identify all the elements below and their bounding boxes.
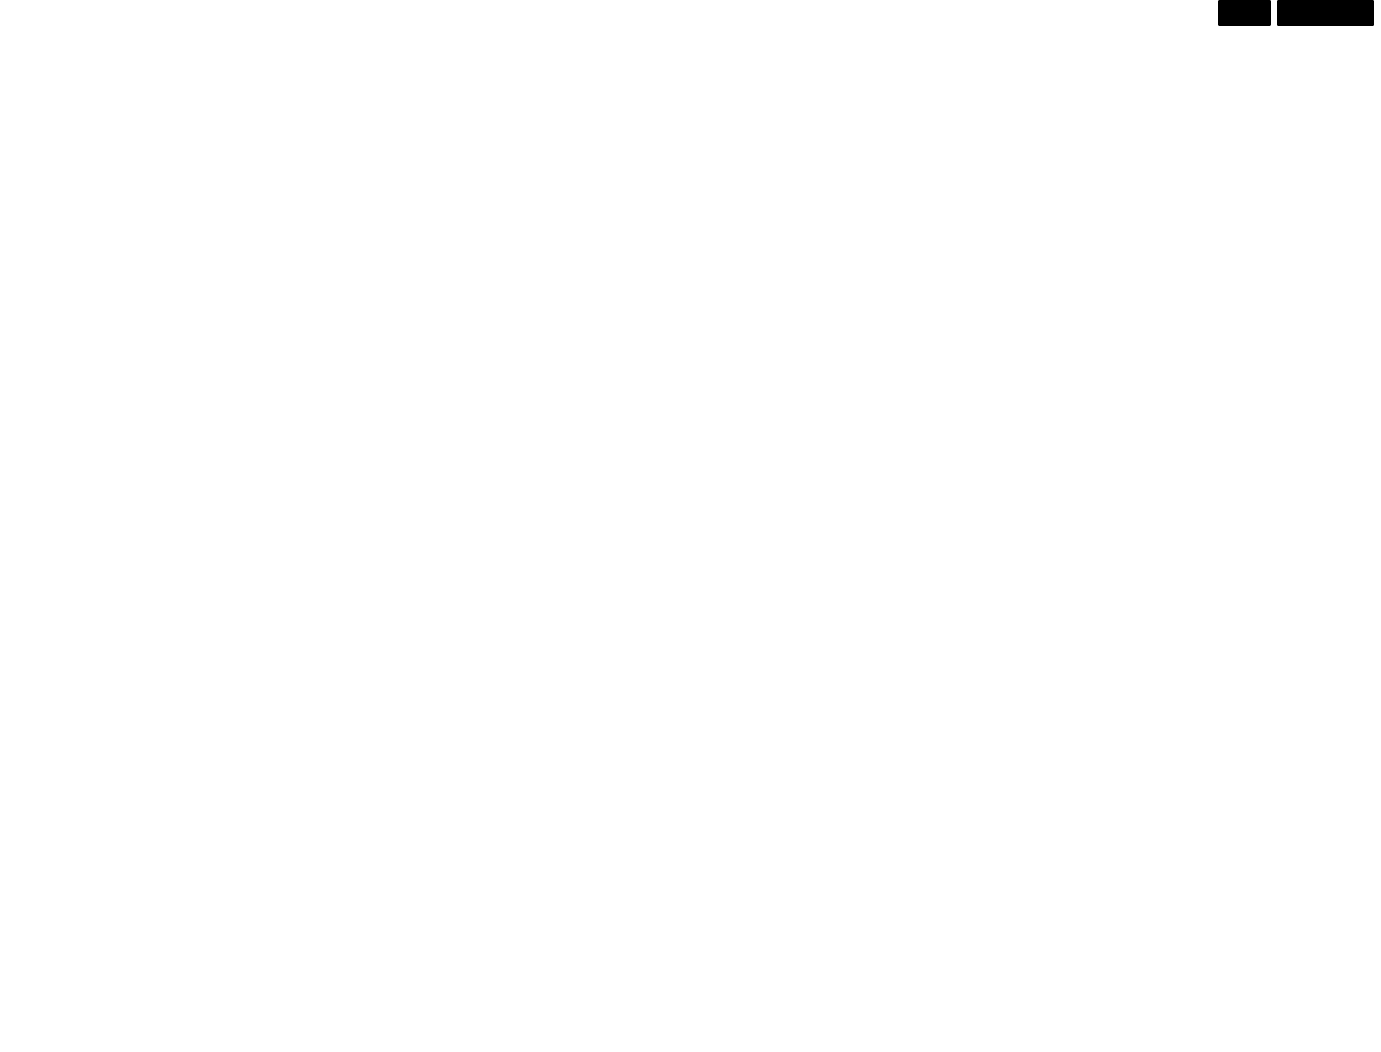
low-label-badge — [1218, 0, 1271, 26]
legend-stoch-rsi[interactable] — [11, 789, 20, 809]
symbol-legend-row[interactable] — [11, 9, 21, 29]
low-value-badge — [1277, 0, 1374, 26]
legend-ema50[interactable] — [11, 37, 20, 57]
time-scale[interactable] — [0, 1004, 1381, 1052]
stoch-scale[interactable] — [1277, 0, 1381, 1052]
legend-ema200[interactable] — [11, 65, 20, 85]
